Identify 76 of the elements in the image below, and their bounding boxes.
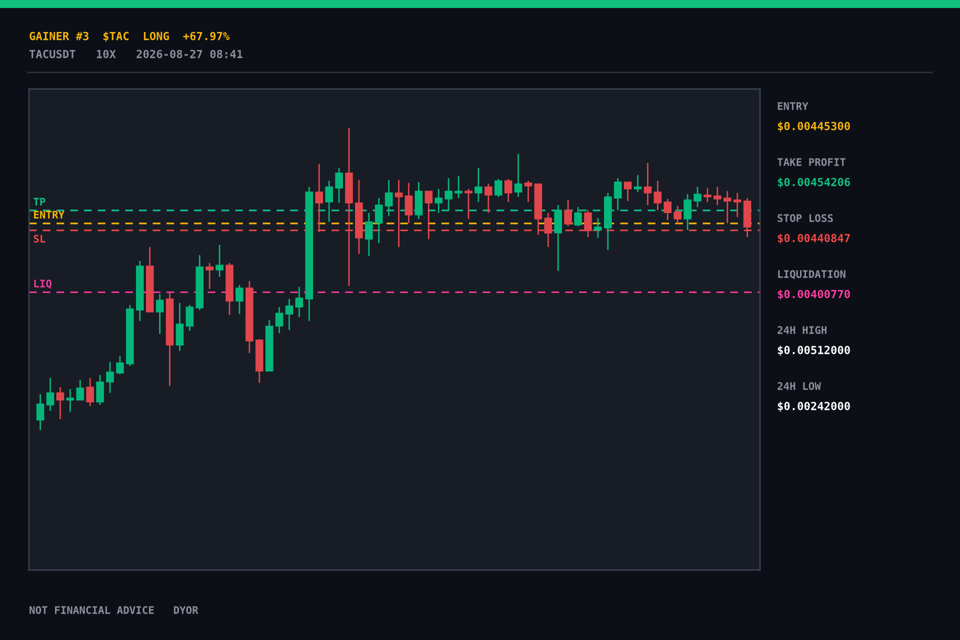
- candlestick: [285, 298, 294, 331]
- candlestick: [514, 153, 522, 198]
- candlestick: [574, 206, 582, 227]
- category-label: 24H HIGH: [778, 326, 826, 334]
- candlestick: [464, 188, 472, 220]
- candlestick: [544, 212, 552, 248]
- ref-line-label: LIQ: [34, 280, 52, 289]
- candlestick: [504, 178, 512, 203]
- candlestick: [444, 177, 452, 211]
- candlestick: [614, 177, 622, 211]
- text: NOT FINANCIAL ADVICE DYOR: [30, 606, 198, 614]
- candlestick: [644, 162, 652, 206]
- candlestick: [704, 187, 712, 203]
- category-label: LIQUIDATION: [778, 270, 846, 280]
- candlestick: [634, 174, 642, 193]
- candlestick: [414, 181, 423, 220]
- ref-line-label: ENTRY: [34, 210, 64, 218]
- ref-line-label: TP: [34, 198, 46, 206]
- candlestick: [86, 377, 94, 407]
- candlestick: [684, 193, 692, 231]
- candlestick: [404, 182, 413, 224]
- candlestick: [584, 209, 592, 238]
- candlestick: [594, 217, 602, 239]
- candlestick: [474, 167, 482, 203]
- candlestick: [96, 374, 104, 406]
- chart-subtitle: TACUSDT 10X 2026-08-27 08:41: [29, 50, 243, 58]
- candlestick: [694, 186, 702, 208]
- candlestick: [216, 244, 224, 278]
- category-label: TAKE PROFIT: [777, 158, 846, 166]
- candlestick: [315, 163, 324, 233]
- candlestick: [733, 192, 742, 218]
- candlestick: [374, 197, 383, 244]
- candlestick: [494, 178, 502, 198]
- text: $0.00400770: [778, 290, 850, 300]
- candlestick: [564, 199, 572, 227]
- candlestick: [295, 286, 304, 318]
- text: $0.00454206: [778, 178, 850, 188]
- candlestick: [484, 183, 492, 214]
- candlestick: [424, 190, 433, 240]
- candlestick: [46, 377, 54, 412]
- candlestick: [56, 386, 64, 420]
- candlestick: [524, 180, 532, 203]
- candlestick: [275, 306, 284, 334]
- candlestick: [66, 388, 74, 413]
- candlestick: [186, 304, 194, 332]
- candlestick: [714, 186, 722, 206]
- text: $0.00440847: [778, 234, 850, 244]
- candlestick: [454, 175, 462, 199]
- candlestick: [624, 181, 632, 202]
- candlestick: [434, 188, 443, 214]
- candlestick: [325, 180, 333, 223]
- candlestick: [365, 212, 373, 257]
- candlestick: [335, 167, 343, 204]
- candlestick: [156, 293, 164, 335]
- candlestick: [206, 262, 214, 290]
- ref-line-label: SL: [34, 234, 46, 243]
- text: $0.00512000: [778, 346, 850, 356]
- candlestick: [76, 379, 84, 401]
- candlestick: [654, 180, 662, 211]
- text: $0.00445300: [778, 122, 850, 132]
- candlestick: [674, 205, 682, 224]
- chart-title: GAINER #3 $TAC LONG +67.97%: [30, 32, 230, 42]
- category-label: STOP LOSS: [778, 214, 833, 222]
- candlestick: [394, 179, 403, 248]
- category-label: ENTRY: [778, 102, 808, 110]
- candlestick: [664, 198, 672, 221]
- candlestick: [554, 204, 562, 272]
- text: $0.00242000: [778, 402, 850, 412]
- candlestick: [236, 284, 244, 315]
- candlestick: [723, 190, 732, 224]
- candlestick: [106, 361, 114, 394]
- candlestick: [176, 302, 184, 352]
- candlestick: [36, 393, 44, 431]
- category-label: 24H LOW: [778, 382, 821, 390]
- candlestick: [116, 355, 124, 375]
- candlestick: [384, 179, 393, 217]
